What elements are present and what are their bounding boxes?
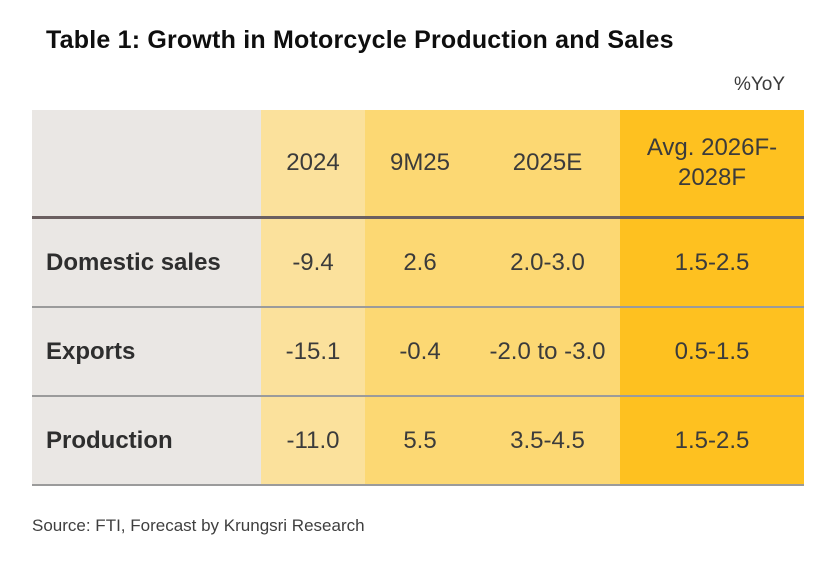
cell-production-2024: -11.0: [261, 397, 365, 486]
cell-exports-2024: -15.1: [261, 308, 365, 397]
header-avg-2026f-2028f: Avg. 2026F-2028F: [620, 110, 804, 219]
row-label-domestic-sales: Domestic sales: [32, 219, 261, 308]
cell-domestic-sales-9m25: 2.6: [365, 219, 475, 308]
cell-exports-2025e: -2.0 to -3.0: [475, 308, 620, 397]
cell-exports-9m25: -0.4: [365, 308, 475, 397]
header-2025e: 2025E: [475, 110, 620, 219]
cell-exports-avg: 0.5-1.5: [620, 308, 804, 397]
cell-domestic-sales-avg: 1.5-2.5: [620, 219, 804, 308]
cell-domestic-sales-2024: -9.4: [261, 219, 365, 308]
header-9m25: 9M25: [365, 110, 475, 219]
cell-domestic-sales-2025e: 2.0-3.0: [475, 219, 620, 308]
cell-production-avg: 1.5-2.5: [620, 397, 804, 486]
header-empty-cell: [32, 110, 261, 219]
row-label-exports: Exports: [32, 308, 261, 397]
unit-label: %YoY: [733, 74, 785, 95]
cell-production-9m25: 5.5: [365, 397, 475, 486]
source-note: Source: FTI, Forecast by Krungsri Resear…: [32, 516, 365, 535]
row-label-production: Production: [32, 397, 261, 486]
page-title: Table 1: Growth in Motorcycle Production…: [46, 26, 674, 54]
growth-table: 2024 9M25 2025E Avg. 2026F-2028F Domesti…: [32, 110, 804, 486]
cell-production-2025e: 3.5-4.5: [475, 397, 620, 486]
header-2024: 2024: [261, 110, 365, 219]
